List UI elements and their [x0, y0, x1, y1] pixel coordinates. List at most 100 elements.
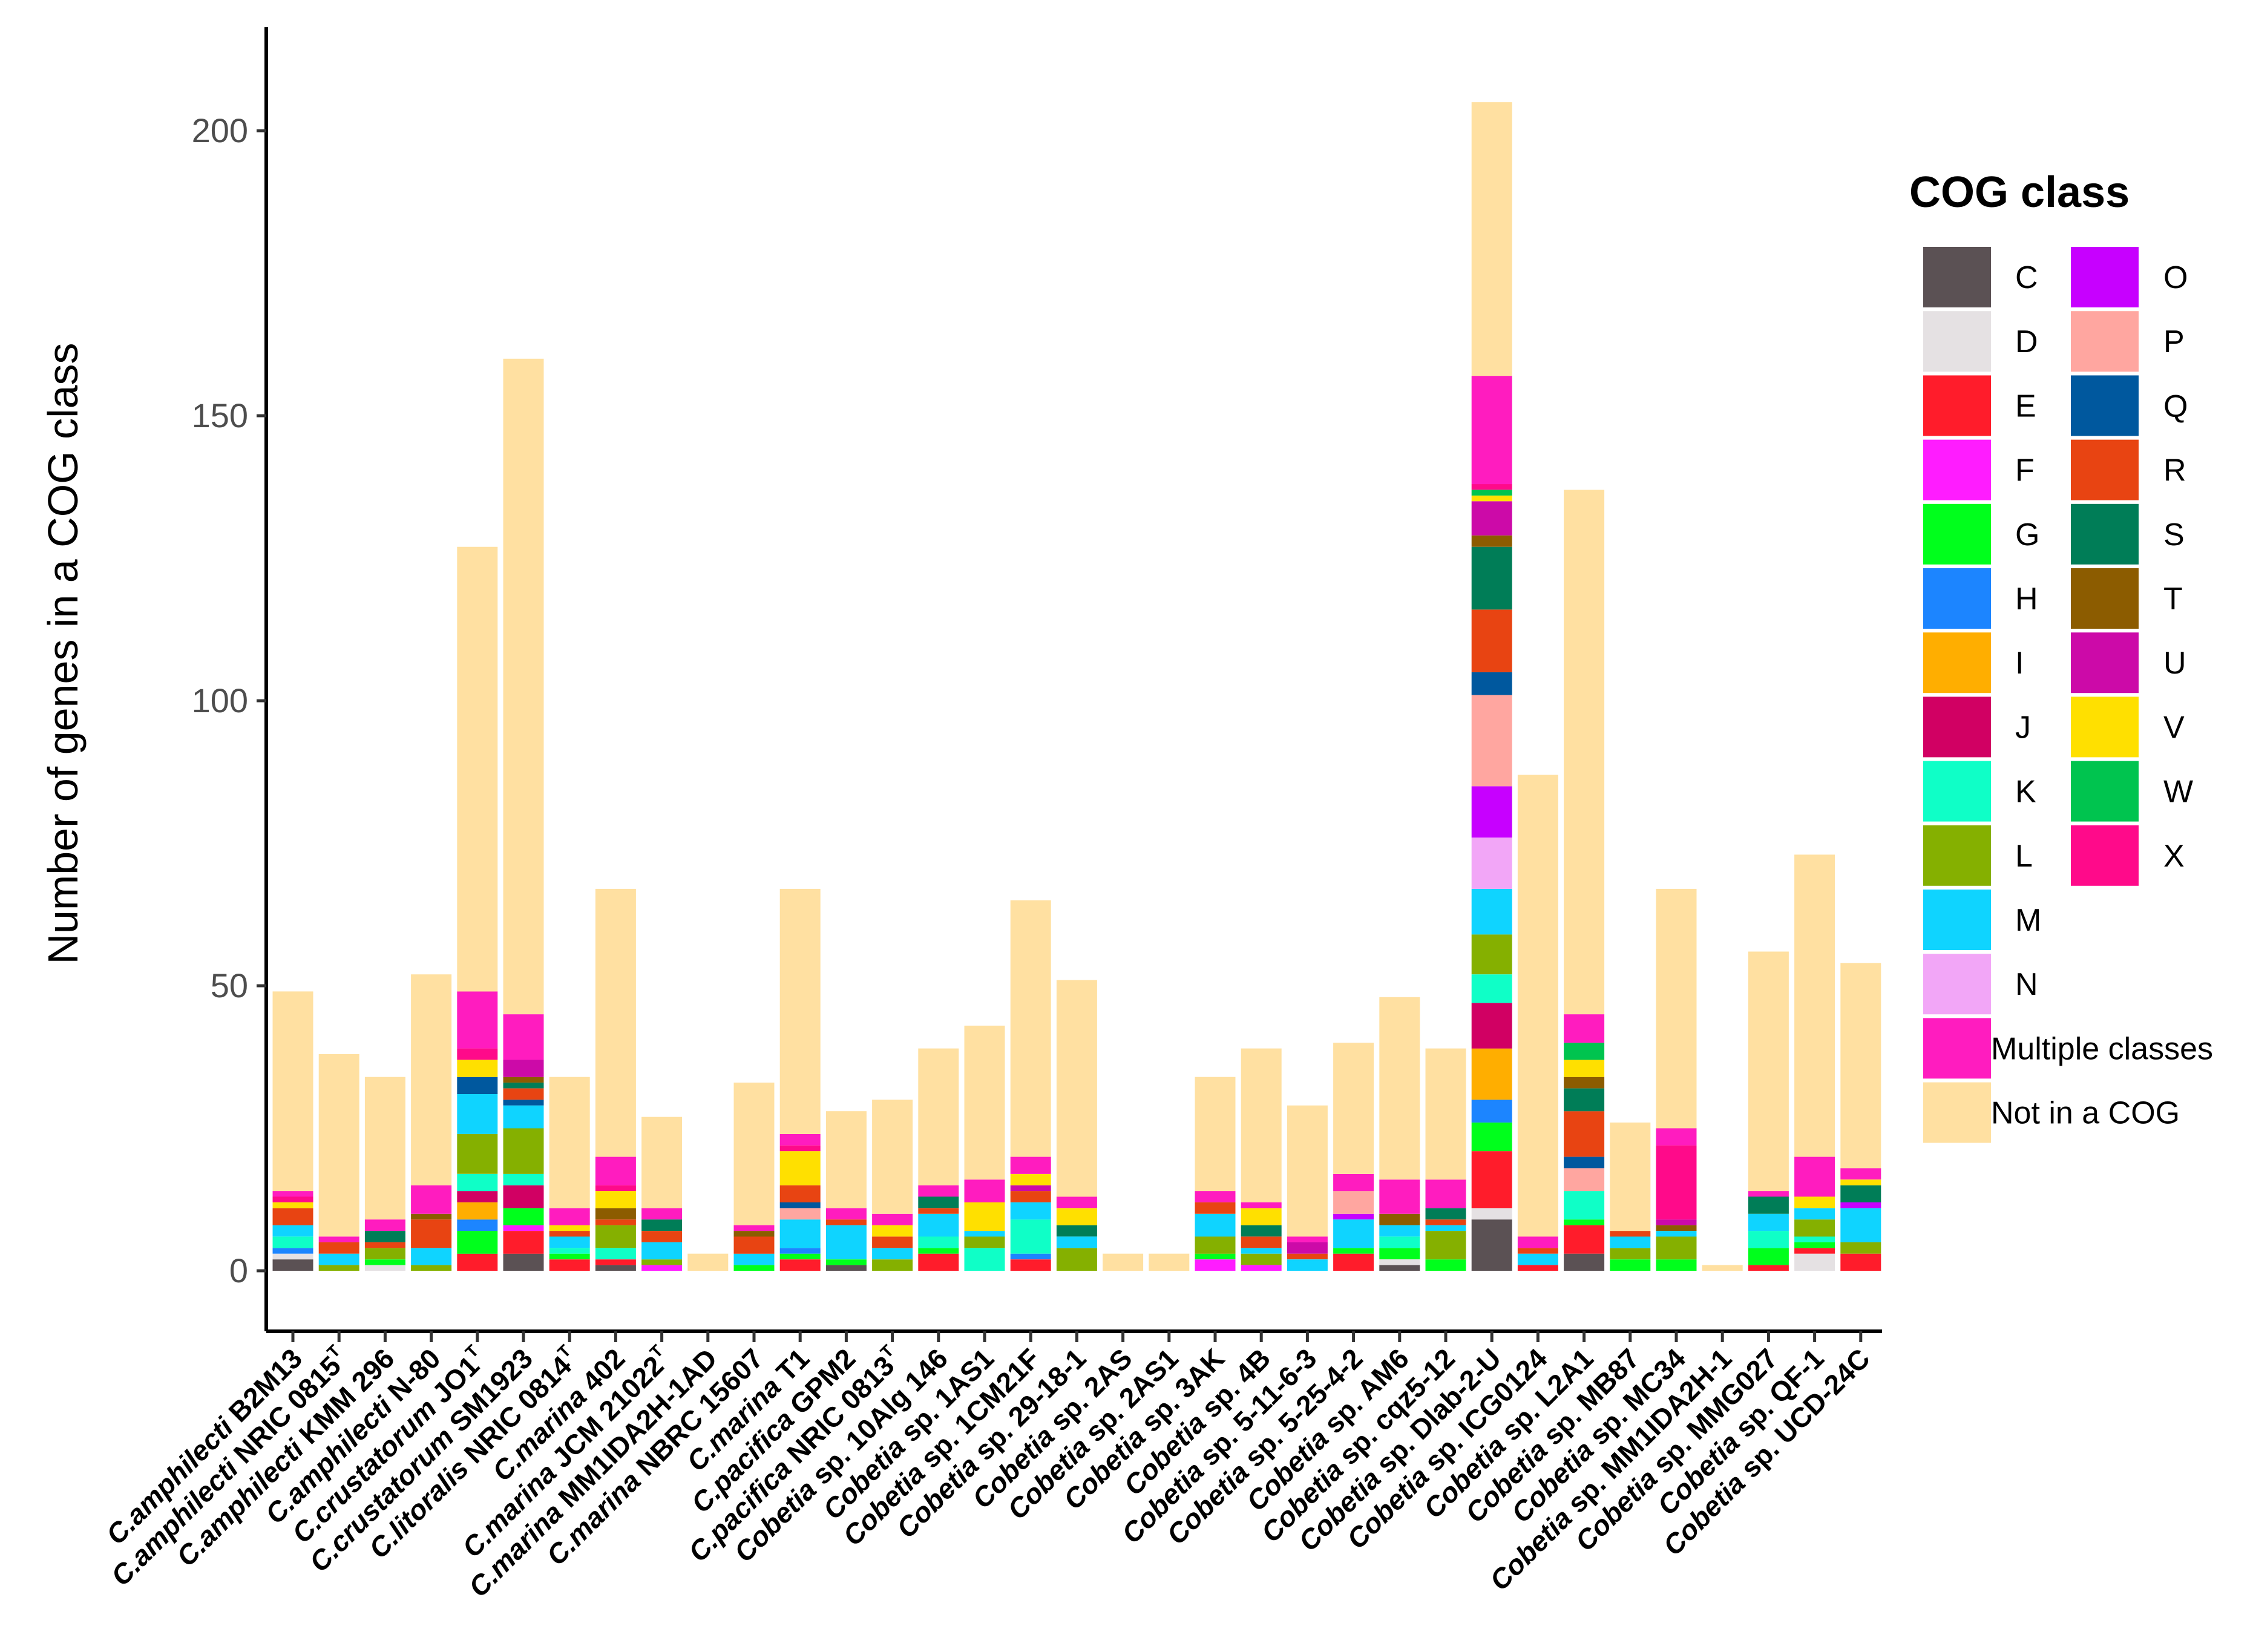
bar-segment-g	[779, 1253, 821, 1260]
bar-segment-notcog	[1748, 951, 1789, 1191]
bar-segment-m	[1425, 1225, 1466, 1231]
bar-segment-v	[964, 1202, 1005, 1231]
bar-segment-v	[1241, 1208, 1282, 1225]
legend-key-x	[2071, 825, 2139, 886]
bar-segment-x	[595, 1185, 636, 1191]
legend-title: COG class	[1909, 168, 2130, 217]
bar-segment-g	[733, 1265, 775, 1271]
legend-label-i: I	[2015, 646, 2024, 681]
bar-segment-l	[964, 1236, 1005, 1248]
bar-segment-x	[457, 1048, 498, 1060]
bar-segment-v	[1010, 1173, 1051, 1185]
bar-segment-m	[1287, 1259, 1328, 1271]
bar-segment-l	[1195, 1236, 1236, 1254]
bar-segment-multiple	[1840, 1168, 1881, 1180]
bar-segment-g	[1656, 1259, 1697, 1271]
bar-segment-m	[872, 1248, 913, 1260]
y-tick-label: 200	[192, 111, 248, 149]
bar-segment-multiple	[1564, 1014, 1605, 1043]
legend-label-s: S	[2163, 517, 2185, 552]
legend-label-t: T	[2163, 582, 2183, 617]
bar-segment-q	[1471, 672, 1512, 695]
legend-label-l: L	[2015, 839, 2033, 874]
bar-segment-v	[272, 1202, 313, 1208]
bar-segment-k	[1748, 1231, 1789, 1248]
legend-label-r: R	[2163, 453, 2186, 488]
bar-segment-notcog	[595, 888, 636, 1157]
bar-segment-d	[1471, 1208, 1512, 1220]
legend-label-j: J	[2015, 710, 2031, 745]
bar-segment-v	[1056, 1208, 1097, 1225]
bar-segment-v	[1794, 1196, 1835, 1208]
bar-segment-multiple	[549, 1208, 590, 1225]
bar-segment-r	[1610, 1231, 1651, 1237]
legend-label-k: K	[2015, 775, 2036, 810]
bar-segment-l	[641, 1259, 683, 1265]
bar-segment-e	[1517, 1265, 1558, 1271]
bar-segment-s	[1471, 546, 1512, 610]
bar-segment-h	[272, 1248, 313, 1254]
bar-segment-notcog	[1610, 1123, 1651, 1231]
bar-segment-i	[1471, 1048, 1512, 1100]
bar-segment-j	[1471, 1003, 1512, 1049]
legend-label-e: E	[2015, 388, 2036, 424]
bar-segment-l	[1610, 1248, 1651, 1260]
bar-segment-e	[1564, 1225, 1605, 1254]
bar-segment-multiple	[1195, 1191, 1236, 1202]
bar-segment-r	[1564, 1111, 1605, 1157]
bar-segment-notcog	[549, 1077, 590, 1208]
legend-label-h: H	[2015, 582, 2038, 617]
legend-label-p: P	[2163, 324, 2185, 359]
bar-segment-notcog	[1840, 963, 1881, 1169]
legend-key-m	[1923, 890, 1991, 950]
bar-segment-multiple	[779, 1133, 821, 1146]
bar-segment-h	[457, 1219, 498, 1231]
bar-segment-r	[318, 1242, 359, 1254]
y-tick-label: 150	[192, 396, 248, 434]
y-tick-label: 50	[211, 966, 248, 1005]
bar-segment-f	[641, 1265, 683, 1271]
bar-segment-multiple	[595, 1156, 636, 1185]
bar-segment-h	[1010, 1253, 1051, 1260]
bar-segment-t	[503, 1077, 544, 1083]
bar-segment-l	[364, 1248, 405, 1260]
bar-segment-t	[595, 1208, 636, 1220]
bar-segment-e	[1010, 1259, 1051, 1271]
legend-key-p	[2071, 311, 2139, 372]
bar-segment-r	[1010, 1191, 1051, 1202]
bar-segment-r	[733, 1236, 775, 1254]
bar-segment-notcog	[1241, 1048, 1282, 1202]
bar-segment-g	[1425, 1259, 1466, 1271]
bar-segment-m	[318, 1253, 359, 1265]
bar-segment-notcog	[1564, 490, 1605, 1015]
bar-segment-notcog	[733, 1083, 775, 1225]
bar-segment-multiple	[1241, 1202, 1282, 1208]
bar-segment-multiple	[1425, 1179, 1466, 1208]
bar-segment-w	[1564, 1043, 1605, 1060]
bar-segment-v	[872, 1225, 913, 1237]
bar-segment-r	[1517, 1248, 1558, 1254]
bar-segment-m	[457, 1094, 498, 1134]
bar-segment-l	[595, 1225, 636, 1248]
bar-segment-v	[595, 1191, 636, 1208]
bar-segment-l	[1425, 1231, 1466, 1260]
bar-segment-r	[595, 1219, 636, 1225]
bar-segment-l	[1656, 1236, 1697, 1260]
legend-label-x: X	[2163, 839, 2185, 874]
legend-key-l	[1923, 825, 1991, 886]
bar-segment-m	[918, 1213, 959, 1237]
legend-key-w	[2071, 761, 2139, 822]
bar-segment-g	[1195, 1253, 1236, 1260]
bar-segment-r	[1471, 609, 1512, 672]
bar-segment-notcog	[1656, 888, 1697, 1129]
bar-segment-notcog	[1103, 1253, 1144, 1271]
bar-segment-e	[1333, 1253, 1374, 1271]
legend-key-c	[1923, 247, 1991, 307]
legend-label-m: M	[2015, 903, 2041, 938]
bar-segment-g	[1333, 1248, 1374, 1254]
bar-segment-m	[411, 1248, 452, 1265]
bar-area	[272, 102, 1881, 1271]
bar-segment-o	[1471, 786, 1512, 838]
